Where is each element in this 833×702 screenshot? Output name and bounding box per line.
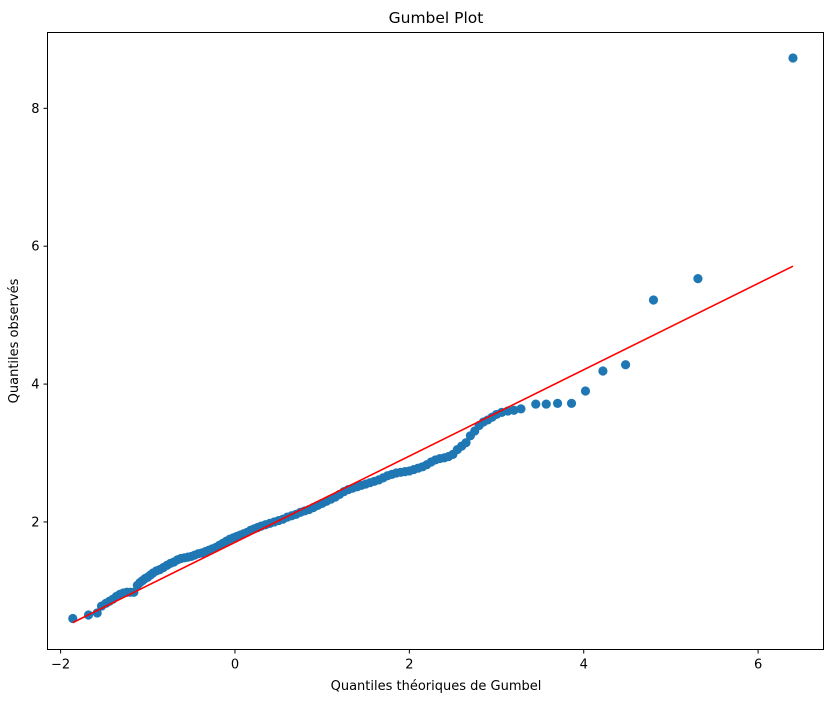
x-tick-label: 6 [754, 658, 762, 673]
axes-frame [47, 32, 824, 650]
data-point [598, 366, 608, 376]
y-tick-label: 6 [31, 240, 39, 255]
y-axis-label: Quantiles observés [7, 278, 22, 403]
x-tick-label: −2 [51, 658, 70, 673]
x-axis-ticks: −2 0 2 4 6 [51, 649, 762, 673]
data-point [620, 360, 631, 370]
data-point [552, 398, 563, 408]
x-tick-label: 4 [580, 658, 588, 673]
y-tick-label: 2 [31, 515, 39, 530]
data-point [509, 405, 519, 415]
x-tick-label: 0 [231, 658, 239, 673]
data-point [92, 608, 102, 618]
data-point [580, 386, 591, 396]
x-tick-label: 2 [405, 658, 413, 673]
plot-area [68, 53, 798, 624]
y-tick-label: 8 [31, 102, 39, 117]
data-point [788, 53, 798, 63]
data-point [648, 295, 659, 305]
y-tick-label: 4 [31, 378, 39, 393]
data-point [541, 399, 551, 409]
data-point [693, 274, 703, 284]
y-axis-ticks: 2 4 6 8 [31, 102, 48, 530]
data-point [531, 399, 541, 409]
x-axis-label: Quantiles théoriques de Gumbel [331, 679, 542, 694]
data-point [516, 404, 526, 414]
fit-line [72, 265, 794, 624]
data-point [566, 398, 577, 408]
chart-title: Gumbel Plot [389, 9, 484, 27]
data-point [461, 438, 471, 448]
